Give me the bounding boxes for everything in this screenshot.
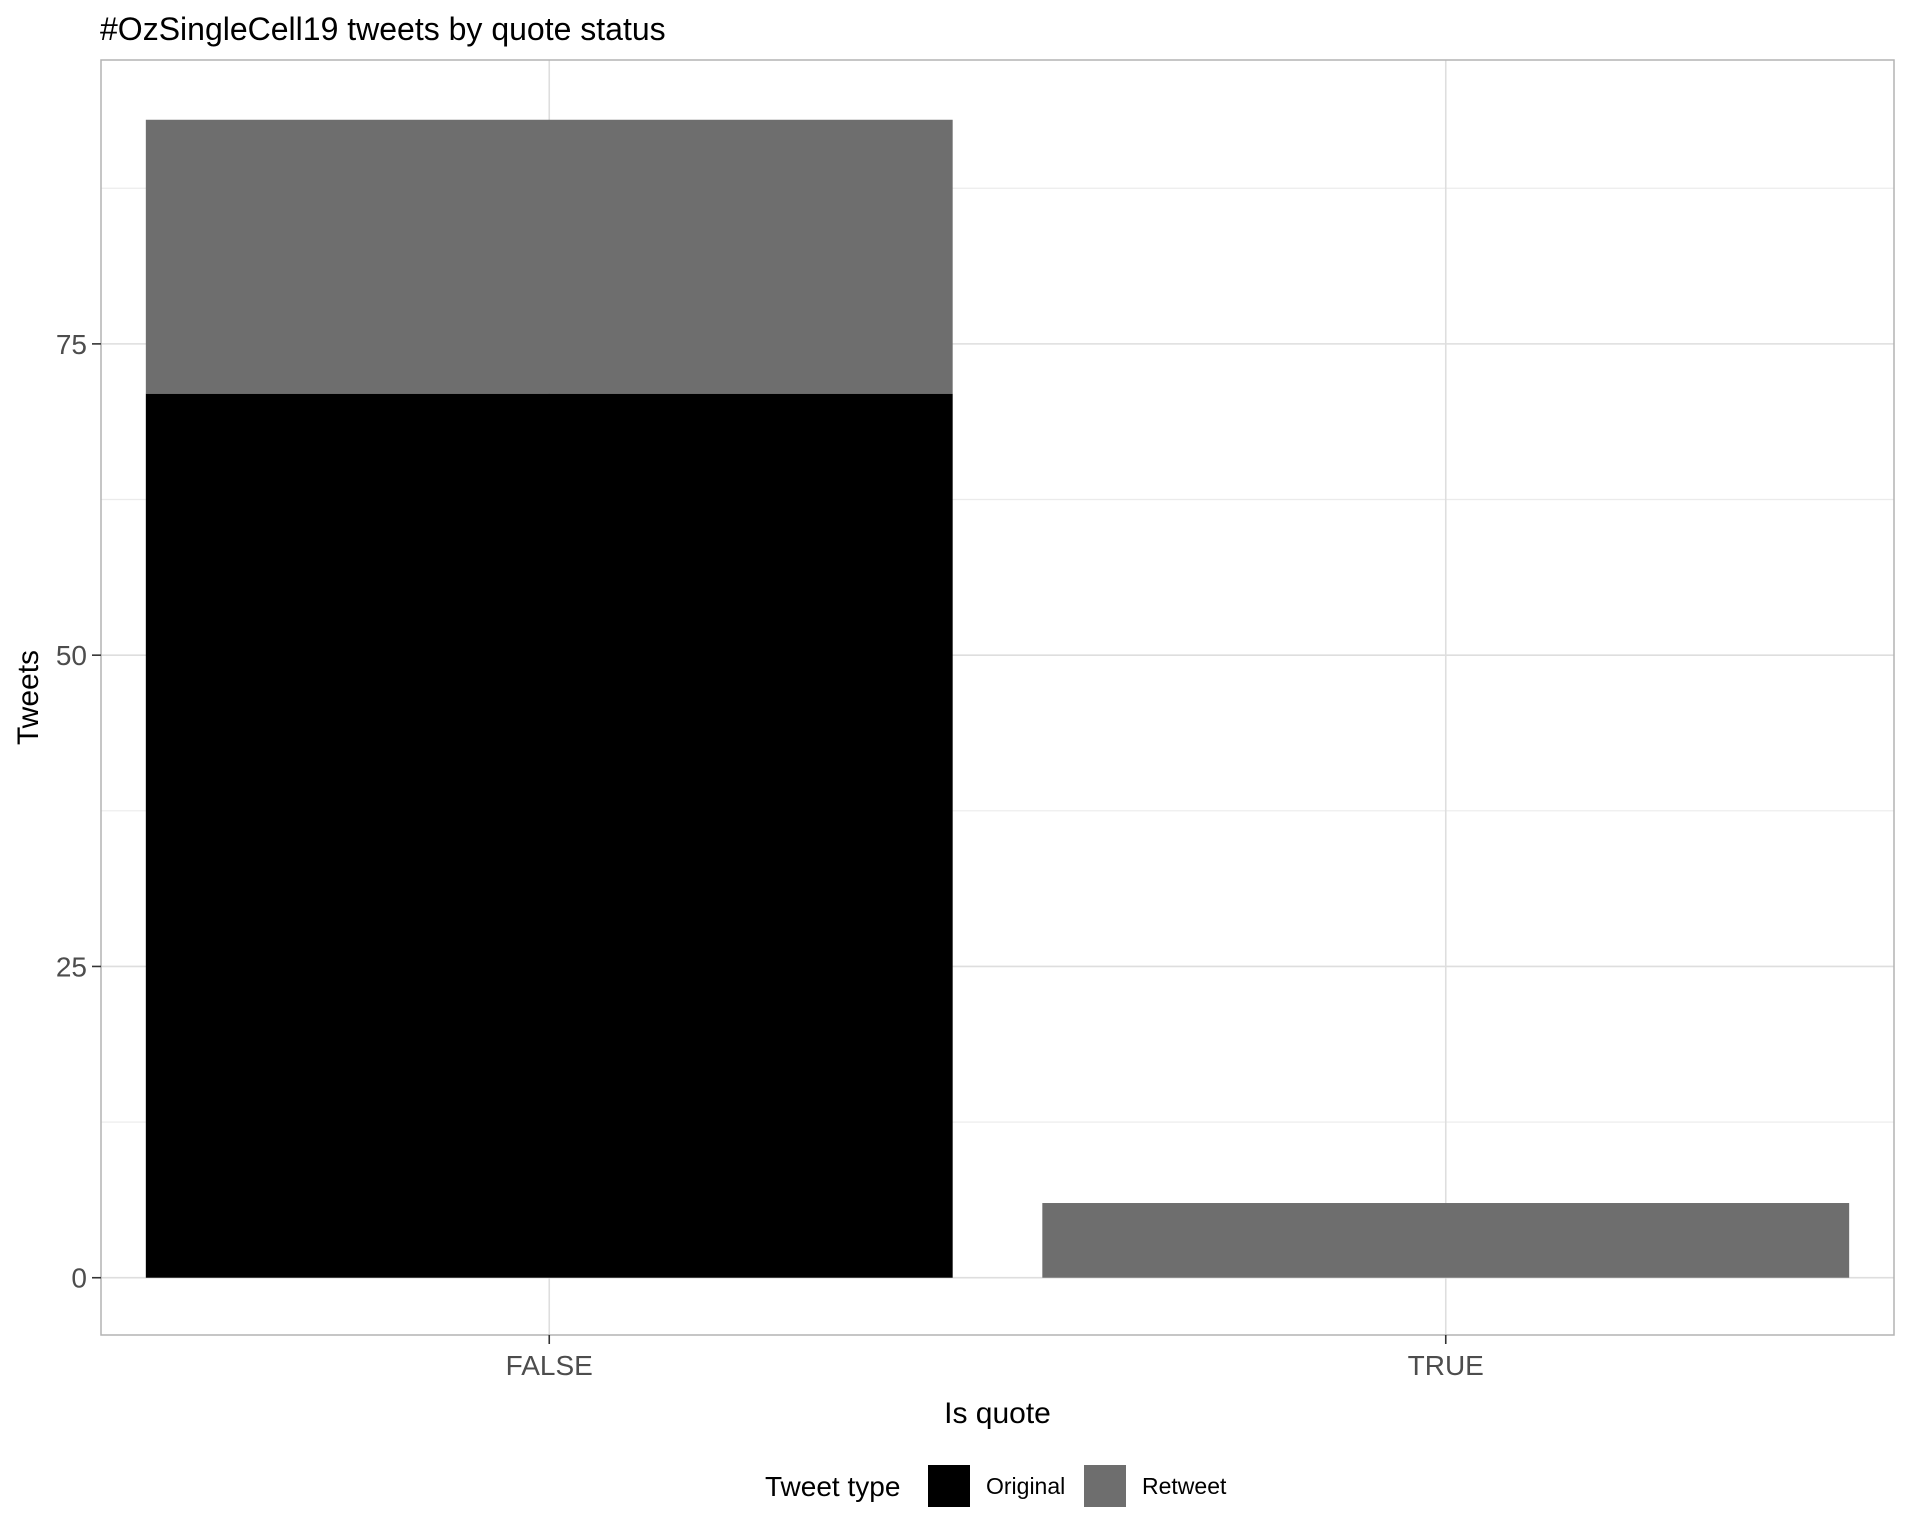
y-tick-label: 25 [56, 951, 87, 982]
x-tick-label-false: FALSE [506, 1350, 593, 1381]
x-tick-label-true: TRUE [1408, 1350, 1484, 1381]
bar-retweet-false [145, 119, 953, 394]
y-axis: 0 25 50 75 [56, 329, 101, 1294]
x-axis-title: Is quote [944, 1397, 1051, 1430]
legend-key-retweet [1084, 1465, 1126, 1507]
y-tick-label: 50 [56, 640, 87, 671]
bars [145, 119, 1850, 1278]
legend-label-original: Original [986, 1473, 1065, 1499]
chart-title: #OzSingleCell19 tweets by quote status [100, 11, 666, 47]
legend-title: Tweet type [765, 1471, 900, 1502]
bar-original-false [145, 393, 953, 1278]
legend: Tweet type Original Retweet [765, 1465, 1227, 1507]
y-tick-label: 0 [71, 1263, 87, 1294]
legend-key-original [928, 1465, 970, 1507]
plot-panel-border [100, 59, 1895, 1336]
x-axis: FALSE TRUE [506, 1335, 1484, 1381]
y-axis-title: Tweets [12, 650, 45, 745]
y-tick-label: 75 [56, 329, 87, 360]
legend-label-retweet: Retweet [1142, 1473, 1227, 1499]
bar-retweet-true [1042, 1203, 1850, 1278]
